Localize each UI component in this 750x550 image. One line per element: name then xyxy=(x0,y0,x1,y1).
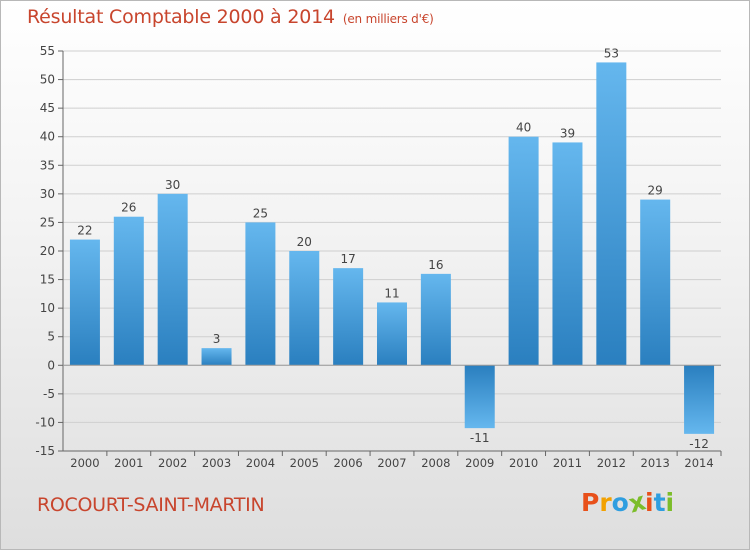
data-label: 40 xyxy=(516,121,531,135)
x-tick-label: 2008 xyxy=(421,456,450,470)
y-tick-label: 50 xyxy=(40,73,55,87)
title-text: Résultat Comptable 2000 à 2014 xyxy=(27,6,335,28)
logo-letter: t xyxy=(653,488,666,517)
data-label: 17 xyxy=(340,252,355,266)
y-tick-label: 15 xyxy=(40,273,55,287)
data-label: 20 xyxy=(297,235,312,249)
data-label: 29 xyxy=(648,184,663,198)
x-tick-label: 2009 xyxy=(465,456,494,470)
y-tick-label: -15 xyxy=(35,444,55,458)
x-tick-label: 2002 xyxy=(158,456,187,470)
bar-2001 xyxy=(113,216,144,366)
data-labels: 22 26 30 3 25 20 17 11 16 -11 40 39 53 29 -12 xyxy=(77,46,709,450)
y-tick-label: 35 xyxy=(40,158,55,172)
data-label: 26 xyxy=(121,201,136,215)
axes: -15 -10 -5 0 5 10 15 20 25 30 35 40 45 50 55 2000 2001 20… xyxy=(35,44,722,470)
x-tick-label: 2012 xyxy=(597,456,626,470)
logo-letter: o xyxy=(611,488,629,517)
x-tick-label: 2010 xyxy=(509,456,538,470)
chart-title: Résultat Comptable 2000 à 2014 (en millie… xyxy=(27,6,434,28)
x-tick-label: 2014 xyxy=(684,456,713,470)
bar-2002 xyxy=(157,193,188,366)
bars xyxy=(69,62,715,434)
x-tick-label: 2001 xyxy=(114,456,143,470)
logo-letter: i xyxy=(645,488,654,517)
x-tick-label: 2005 xyxy=(290,456,319,470)
y-tick-label: 40 xyxy=(40,130,55,144)
data-label: 53 xyxy=(604,46,619,60)
unit-label: (en milliers d'€) xyxy=(342,12,434,26)
logo-letter: P xyxy=(581,488,600,517)
bar-2009 xyxy=(464,365,495,429)
data-label: 11 xyxy=(384,286,399,300)
logo-letter: i xyxy=(665,488,675,517)
data-label: 39 xyxy=(560,126,575,140)
bar-2003 xyxy=(201,348,232,366)
proxiti-logo: Proxiti xyxy=(581,486,675,518)
data-label: -11 xyxy=(470,431,490,445)
bar-2007 xyxy=(377,302,407,366)
bar-2011 xyxy=(552,142,583,366)
bar-2006 xyxy=(333,268,364,366)
place-name: ROCOURT-SAINT-MARTIN xyxy=(37,494,265,516)
y-tick-label: -5 xyxy=(43,387,55,401)
x-tick-label: 2006 xyxy=(333,456,362,470)
data-label: 3 xyxy=(213,332,221,346)
bar-2004 xyxy=(245,222,276,366)
y-tick-label: 20 xyxy=(40,244,55,258)
y-tick-label: -10 xyxy=(35,415,55,429)
bar-2000 xyxy=(69,239,100,366)
y-tick-label: 45 xyxy=(40,101,55,115)
bar-2014 xyxy=(684,365,715,434)
data-label: -12 xyxy=(689,437,709,451)
data-label: 30 xyxy=(165,178,180,192)
x-tick-label: 2000 xyxy=(70,456,99,470)
bar-2012 xyxy=(596,62,627,366)
x-tick-label: 2013 xyxy=(641,456,670,470)
x-tick-label: 2007 xyxy=(377,456,406,470)
y-tick-label: 5 xyxy=(47,330,55,344)
y-tick-label: 25 xyxy=(40,215,55,229)
y-tick-label: 10 xyxy=(40,301,55,315)
y-tick-label: 30 xyxy=(40,187,55,201)
data-label: 25 xyxy=(253,206,268,220)
y-tick-label: 55 xyxy=(40,44,55,58)
bar-2010 xyxy=(508,136,539,366)
x-tick-label: 2004 xyxy=(246,456,275,470)
y-tick-label: 0 xyxy=(47,358,55,372)
bar-2008 xyxy=(420,273,451,366)
bar-2005 xyxy=(289,251,320,366)
bar-2013 xyxy=(640,199,671,366)
data-label: 22 xyxy=(77,224,92,238)
logo-letter: r xyxy=(599,488,612,517)
x-tick-label: 2003 xyxy=(202,456,231,470)
x-tick-label: 2011 xyxy=(553,456,582,470)
data-label: 16 xyxy=(428,258,443,272)
